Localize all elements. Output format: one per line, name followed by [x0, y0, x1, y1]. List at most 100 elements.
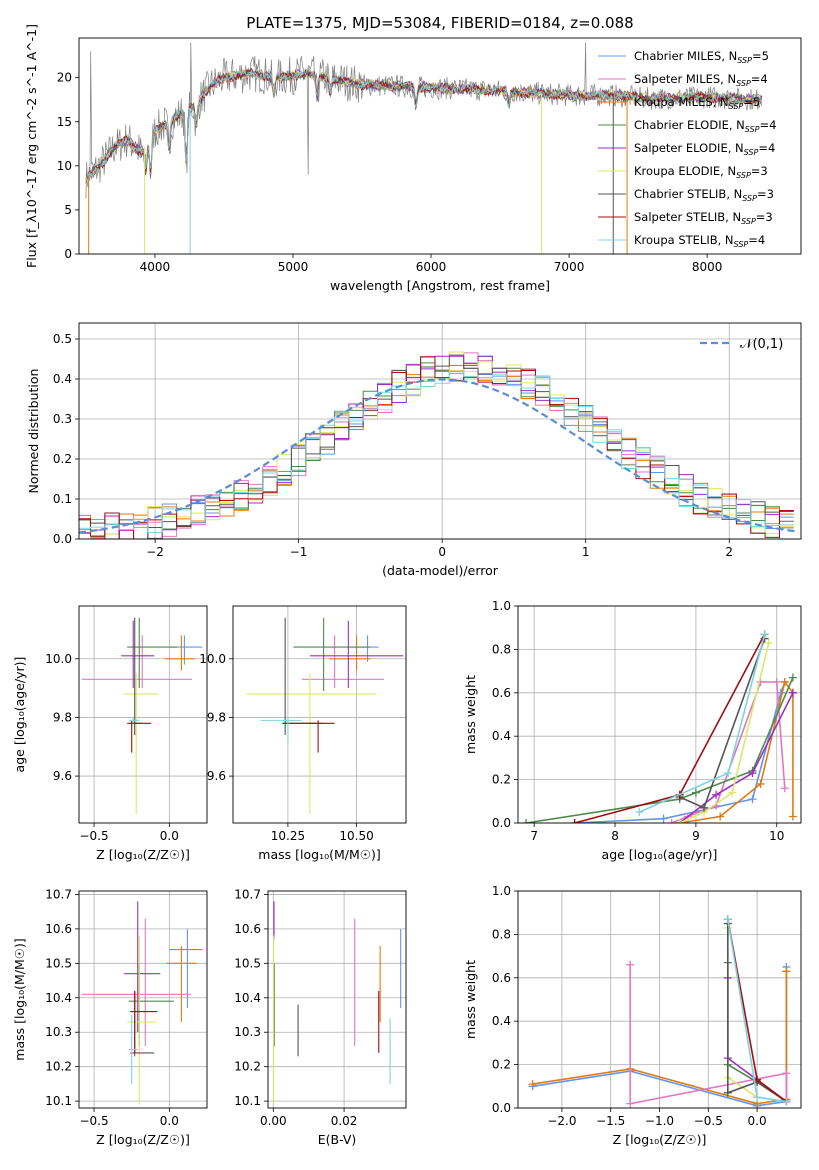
x-tick-label: 0.0	[748, 1114, 767, 1128]
model-spectrum-k_stelib	[85, 66, 762, 180]
y-tick-label: 10	[57, 159, 72, 173]
x-tick-label: 0	[438, 545, 446, 559]
weight-series-s_miles	[629, 964, 788, 1105]
weight-marker	[522, 819, 531, 823]
weight-marker	[782, 967, 791, 976]
axes-frame	[78, 322, 802, 540]
weight-marker	[659, 814, 668, 823]
y-tick-label: 0.6	[492, 686, 511, 700]
x-tick-label: −1.5	[596, 1114, 625, 1128]
spectrum-legend: Chabrier MILES, NSSP=5 Salpeter MILES, NS…	[598, 49, 776, 249]
x-axis-label: E(B-V)	[318, 1132, 357, 1147]
x-tick-label: −2	[146, 545, 164, 559]
y-tick-label: 9.6	[53, 769, 72, 783]
spectrum-plot-area	[85, 42, 763, 254]
x-tick-label: 5000	[278, 260, 309, 274]
y-tick-label: 0.3	[53, 412, 72, 426]
histogram-k_stelib	[79, 371, 794, 533]
x-tick-label: −1	[290, 545, 308, 559]
weight-marker	[675, 819, 684, 823]
y-tick-label: 0.8	[492, 927, 511, 941]
weight-series-k_elodie	[679, 642, 770, 823]
x-tick-label: 7000	[554, 260, 585, 274]
mass_vs_Z-plot-area	[82, 901, 203, 1105]
legend-label: Kroupa ELODIE, NSSP=3	[634, 164, 768, 180]
weight-marker	[528, 1080, 537, 1089]
y-tick-label: 10.4	[45, 991, 72, 1005]
y-tick-label: 0	[64, 247, 72, 261]
y-tick-label: 9.8	[53, 710, 72, 724]
weight-marker	[760, 630, 769, 639]
age_vs_mass-panel: 10.25 10.50 9.6 9.8 10.0 mass [log₁₀(M/M☉)]	[199, 605, 407, 862]
mass_vs_ebv-plot-area	[273, 901, 402, 1105]
mass_weight_vs_Z-panel: −2.0 −1.5 −1.0 −0.5 0.0 0.0 0.2 0.4 0.6 0.8 1.0 Z […	[463, 884, 802, 1147]
y-tick-label: 10.5	[45, 956, 72, 970]
weight-marker	[772, 677, 781, 686]
weight-marker	[788, 688, 797, 697]
legend-label: Salpeter STELIB, NSSP=3	[634, 210, 773, 226]
histogram-legend: 𝒩(0,1)	[700, 337, 783, 352]
x-tick-label: 10	[769, 829, 784, 843]
axes-frame	[78, 605, 208, 824]
age_vs_Z-plot-area	[82, 617, 203, 815]
x-tick-label: 4000	[140, 260, 171, 274]
y-tick-label: 0.0	[53, 532, 72, 546]
x-tick-label: −2.0	[547, 1114, 576, 1128]
y-tick-label: 1.0	[492, 599, 511, 613]
axes-frame	[517, 890, 802, 1109]
weight-marker	[626, 1099, 635, 1108]
weight-marker	[635, 808, 644, 817]
legend-label: Chabrier ELODIE, NSSP=4	[634, 118, 776, 134]
y-tick-label: 0.2	[492, 1058, 511, 1072]
weight-marker	[782, 1097, 791, 1106]
y-axis-label: mass weight	[463, 960, 478, 1039]
normal-curve	[79, 378, 797, 534]
axes-frame	[78, 890, 208, 1109]
x-axis-label: age [log₁₀(age/yr)]	[602, 847, 718, 862]
y-tick-label: 10.1	[234, 1094, 261, 1108]
weight-marker	[788, 673, 797, 682]
weight-series-s_miles	[671, 681, 786, 823]
spectrum-panel: 4000 5000 6000 7000 8000 0 5 10 15 20 wavelength […	[24, 24, 802, 293]
weight-marker	[756, 779, 765, 788]
axes-frame	[517, 605, 802, 824]
y-tick-label: 20	[57, 71, 72, 85]
x-axis-label: Z [log₁₀(Z/Z☉)]	[613, 1132, 707, 1147]
y-tick-label: 5	[64, 203, 72, 217]
histogram-c_stelib	[79, 354, 794, 539]
weight-marker	[699, 803, 708, 812]
y-tick-label: 0.4	[53, 372, 72, 386]
age_vs_Z-panel: −0.5 0.0 9.6 9.8 10.0 Z [log₁₀(Z/Z☉)] age [log…	[12, 605, 208, 862]
y-tick-label: 10.5	[234, 956, 261, 970]
x-tick-label: −0.5	[694, 1114, 723, 1128]
x-tick-label: 6000	[416, 260, 447, 274]
legend-label: Kroupa STELIB, NSSP=4	[634, 233, 765, 249]
residuals-plot-area	[79, 351, 797, 539]
y-tick-label: 1.0	[492, 884, 511, 898]
weight-marker	[723, 915, 732, 924]
chart-title: PLATE=1375, MJD=53084, FIBERID=0184, z=0…	[246, 14, 633, 32]
x-axis-label: (data-model)/error	[382, 563, 499, 578]
mass_weight_vs_Z-plot-area	[528, 915, 791, 1108]
y-tick-label: 0.1	[53, 492, 72, 506]
y-tick-label: 0.4	[492, 729, 511, 743]
x-tick-label: 8000	[692, 260, 723, 274]
x-tick-label: 9	[692, 829, 700, 843]
x-tick-label: 8	[611, 829, 619, 843]
x-tick-label: 0.0	[160, 1114, 179, 1128]
y-axis-label: mass weight	[463, 675, 478, 754]
x-tick-label: −0.5	[79, 1114, 108, 1128]
x-tick-label: 1	[582, 545, 590, 559]
x-tick-label: −1.0	[645, 1114, 674, 1128]
weight-marker	[780, 784, 789, 793]
y-tick-label: 10.2	[45, 1060, 72, 1074]
y-tick-label: 10.4	[234, 991, 261, 1005]
x-tick-label: 10.25	[271, 829, 305, 843]
weight-marker	[782, 1069, 791, 1078]
legend-label: Salpeter MILES, NSSP=4	[634, 72, 768, 88]
y-tick-label: 15	[57, 115, 72, 129]
legend-label: Salpeter ELODIE, NSSP=4	[634, 141, 775, 157]
mass_weight_vs_age-plot-area	[522, 630, 797, 823]
mass_weight_vs_age-panel: 7 8 9 10 0.0 0.2 0.4 0.6 0.8 1.0 age [log₁₀(age/yr…	[463, 599, 802, 862]
legend-label: Chabrier MILES, NSSP=5	[634, 49, 769, 65]
